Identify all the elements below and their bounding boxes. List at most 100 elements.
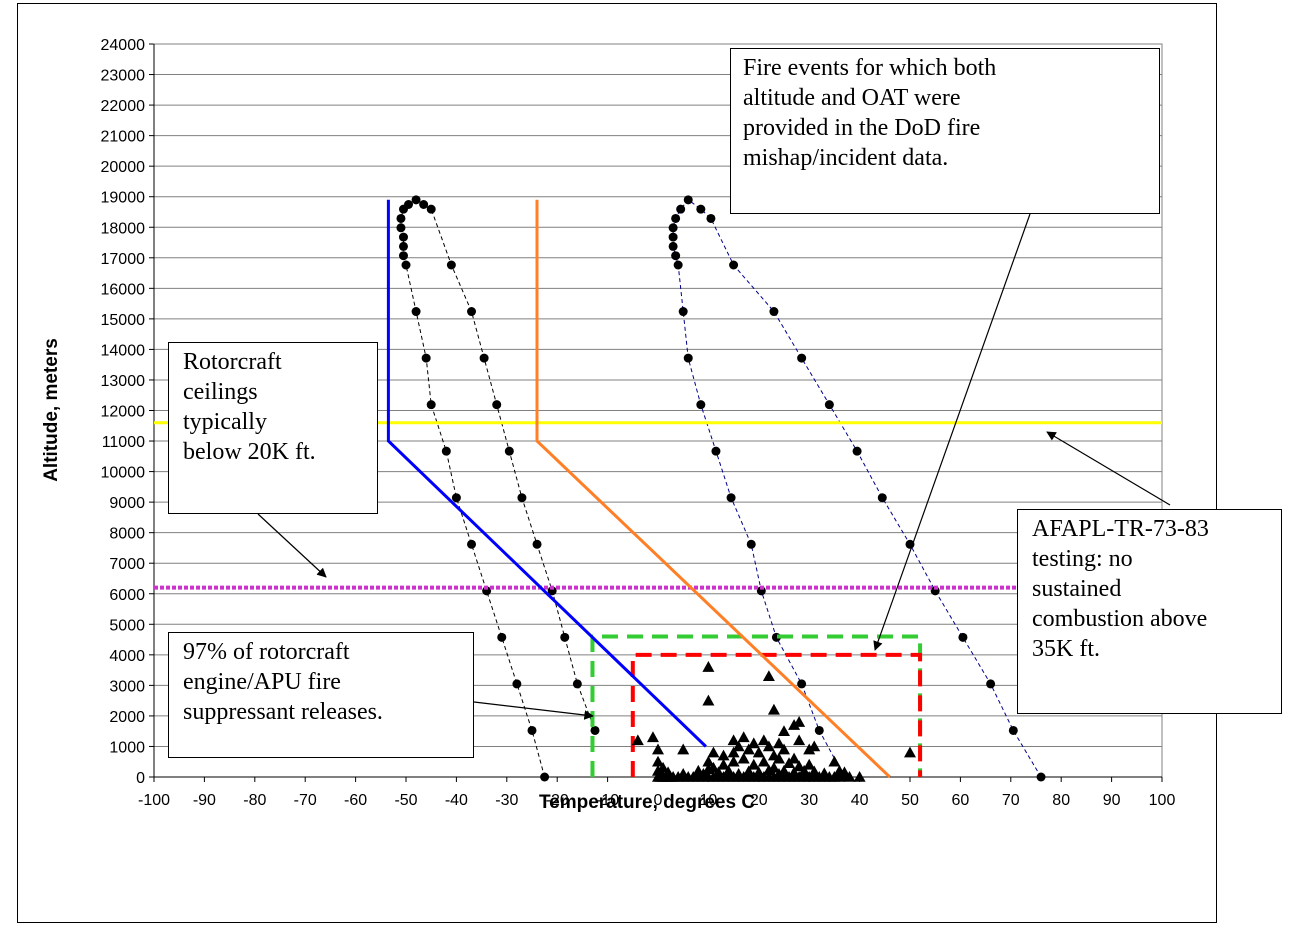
y-tick-label: 15000 xyxy=(101,312,146,329)
y-axis-title: Altitude, meters xyxy=(41,338,62,482)
fire-event-marker xyxy=(778,743,790,755)
y-tick-label: 19000 xyxy=(101,190,146,207)
fire-event-marker xyxy=(707,746,720,758)
fire-event-marker xyxy=(762,670,775,682)
x-tick-label: -100 xyxy=(138,792,170,809)
fire-event-marker xyxy=(707,761,720,773)
fire-event-marker xyxy=(702,661,715,672)
profile-point xyxy=(479,353,489,363)
fire-event-marker xyxy=(677,767,690,779)
profile-point xyxy=(517,493,527,503)
fire-event-marker xyxy=(788,752,801,764)
y-tick-label: 20000 xyxy=(101,159,146,176)
fire-event-marker xyxy=(631,734,644,746)
y-tick-label: 9000 xyxy=(109,495,145,512)
x-tick-label: -80 xyxy=(243,792,266,809)
fire-event-marker xyxy=(747,758,760,770)
profile-point xyxy=(504,446,514,456)
rotorcraft-releases-callout: 97% of rotorcraft engine/APU fire suppre… xyxy=(168,632,474,758)
fire-events-callout: Fire events for which both altitude and … xyxy=(730,48,1160,214)
y-tick-label: 21000 xyxy=(101,129,146,146)
profile-point xyxy=(668,223,678,233)
fire-event-marker xyxy=(772,767,785,779)
profile-point xyxy=(671,251,681,261)
orange-limit-line xyxy=(535,199,891,779)
fire-event-marker xyxy=(853,771,866,782)
fire-event-marker xyxy=(808,765,821,777)
fire-events-arrow xyxy=(873,213,1031,651)
profile-point xyxy=(671,213,681,223)
y-tick-label: 5000 xyxy=(109,617,145,634)
profile-point xyxy=(668,232,678,242)
y-tick-label: 24000 xyxy=(101,37,146,54)
profile-point xyxy=(877,493,887,503)
fire-event-marker xyxy=(727,746,740,758)
rotorcraft-ceilings-arrow xyxy=(257,513,327,578)
x-tick-label: 80 xyxy=(1052,792,1070,809)
fire-event-marker xyxy=(767,749,780,761)
profile-point xyxy=(451,493,461,503)
profile-point xyxy=(726,493,736,503)
profile-point xyxy=(426,400,436,410)
fire-event-marker xyxy=(793,734,806,746)
fire-event-marker xyxy=(757,755,770,767)
y-tick-label: 1000 xyxy=(109,739,145,756)
fire-event-marker xyxy=(793,760,806,772)
profile-point xyxy=(426,204,436,214)
fire-event-marker xyxy=(677,743,690,755)
fire-event-marker xyxy=(752,766,765,778)
fire-event-envelope xyxy=(630,652,923,777)
profile-point xyxy=(492,400,502,410)
profile-point xyxy=(676,204,686,214)
fire-event-markers xyxy=(631,661,916,782)
atmosphere-profile-line xyxy=(400,199,596,778)
y-tick-label: 14000 xyxy=(101,342,146,359)
profile-point xyxy=(696,400,706,410)
x-tick-label: 70 xyxy=(1002,792,1020,809)
profile-point xyxy=(467,307,477,317)
profile-point xyxy=(396,213,406,223)
fire-event-marker xyxy=(742,765,755,777)
profile-point xyxy=(986,679,996,689)
rotorcraft-releases-arrow xyxy=(473,701,594,720)
y-tick-label: 17000 xyxy=(101,251,146,268)
fire-event-marker xyxy=(793,716,806,727)
y-tick-label: 2000 xyxy=(109,709,145,726)
y-tick-label: 7000 xyxy=(109,556,145,573)
fire-event-marker xyxy=(737,752,750,764)
fire-event-marker xyxy=(657,761,670,773)
x-tick-label: 50 xyxy=(901,792,919,809)
axes: 0100020003000400050006000700080009000100… xyxy=(101,37,1176,809)
profile-point xyxy=(421,353,431,363)
fire-event-marker xyxy=(818,767,831,779)
profile-point xyxy=(797,353,807,363)
profile-point xyxy=(446,260,456,270)
profile-point xyxy=(711,446,721,456)
fire-event-marker xyxy=(767,761,780,773)
fire-event-marker xyxy=(772,737,785,749)
profile-point xyxy=(398,251,408,261)
fire-event-marker xyxy=(747,737,760,749)
fire-event-marker xyxy=(646,731,659,743)
profile-point xyxy=(729,260,739,270)
profile-point xyxy=(1036,772,1046,782)
fire-event-marker xyxy=(803,758,816,770)
profile-point xyxy=(401,260,411,270)
y-tick-label: 8000 xyxy=(109,526,145,543)
fire-event-marker xyxy=(652,743,664,755)
fire-event-marker xyxy=(808,740,821,752)
atmosphere-profiles xyxy=(396,195,1046,782)
fire-event-marker xyxy=(722,764,735,776)
profile-point xyxy=(814,725,824,735)
profile-point xyxy=(678,307,688,317)
fire-event-marker xyxy=(772,752,785,764)
profile-point xyxy=(572,679,582,689)
rotorcraft-ceilings-callout: Rotorcraft ceilings typically below 20K … xyxy=(168,342,378,514)
profile-point xyxy=(958,632,968,642)
y-tick-label: 6000 xyxy=(109,587,145,604)
fire-event-marker xyxy=(767,703,780,715)
fire-event-marker xyxy=(778,725,790,736)
x-tick-label: -50 xyxy=(394,792,417,809)
fire-event-marker xyxy=(762,740,775,752)
fire-event-marker xyxy=(803,743,816,755)
